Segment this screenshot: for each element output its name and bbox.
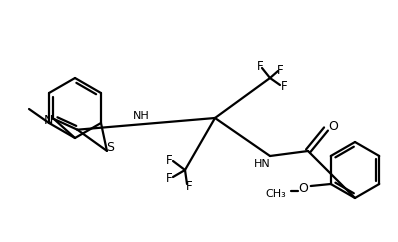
Text: HN: HN	[254, 159, 270, 169]
Text: F: F	[166, 172, 172, 184]
Text: F: F	[277, 63, 283, 76]
Text: NH: NH	[133, 111, 150, 121]
Text: CH₃: CH₃	[265, 189, 286, 199]
Text: O: O	[298, 182, 308, 196]
Text: F: F	[257, 60, 263, 73]
Text: F: F	[166, 153, 172, 166]
Text: F: F	[281, 80, 287, 92]
Text: N: N	[44, 114, 53, 128]
Text: O: O	[328, 120, 338, 133]
Text: S: S	[106, 141, 114, 154]
Text: F: F	[186, 180, 192, 192]
